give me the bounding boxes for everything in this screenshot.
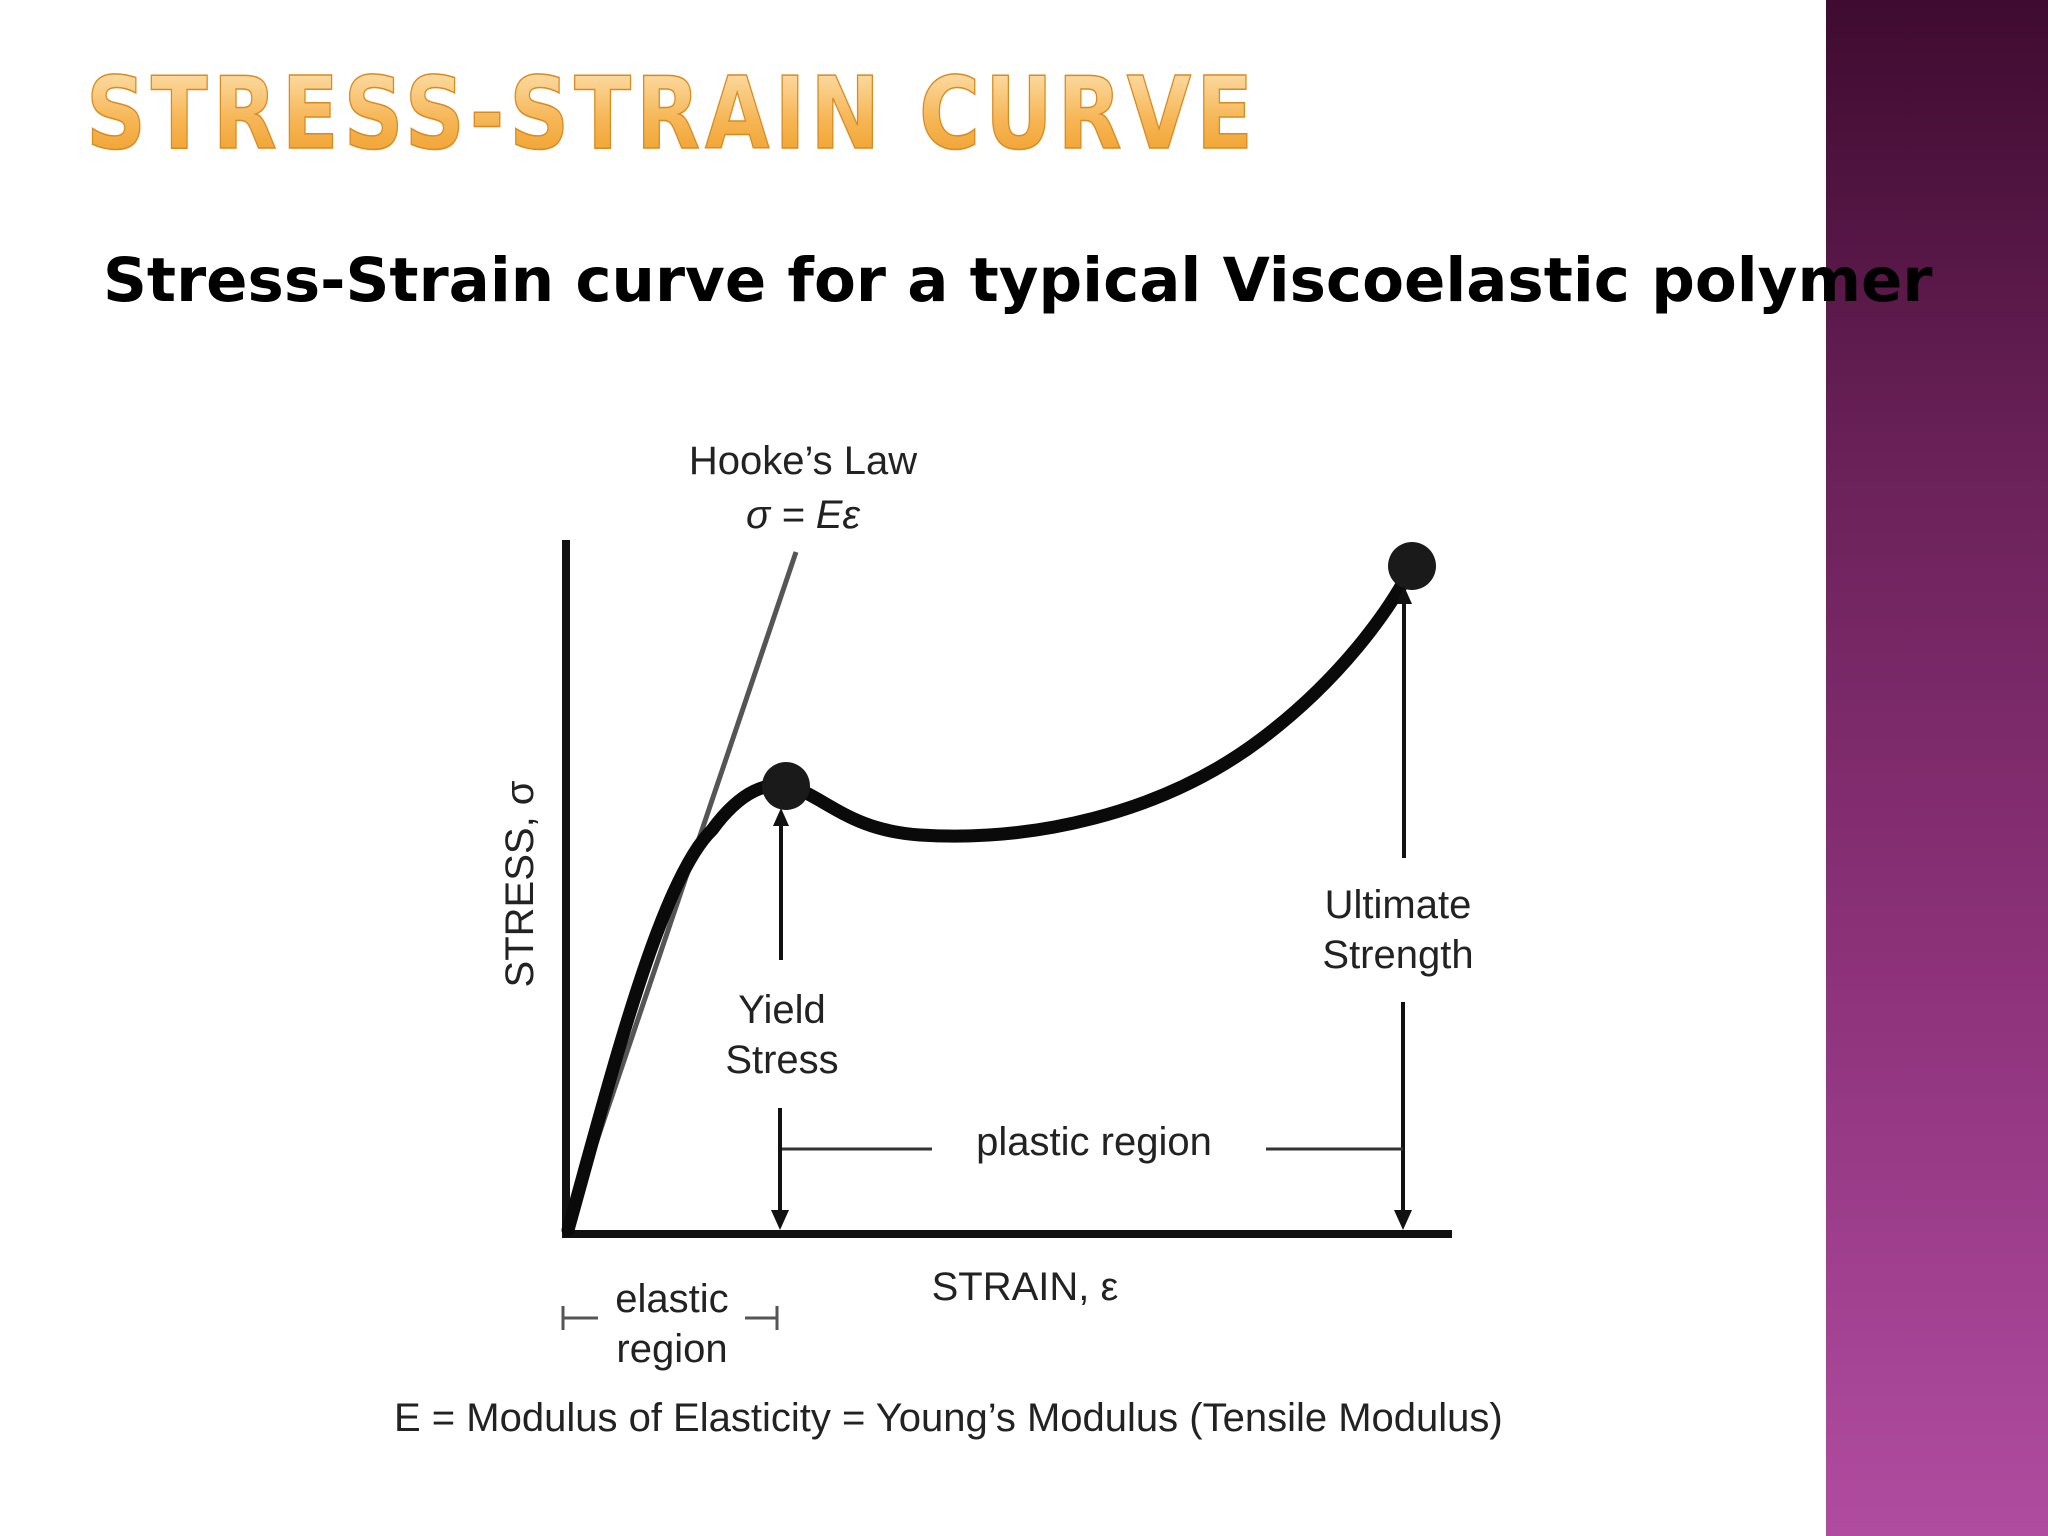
yield-arrow-down-head bbox=[771, 1210, 789, 1230]
ultimate-point-marker bbox=[1388, 542, 1436, 590]
elastic-region-line2: region bbox=[616, 1327, 727, 1371]
modulus-caption: E = Modulus of Elasticity = Young’s Modu… bbox=[394, 1396, 1503, 1440]
hookes-law-label: Hooke’s Law bbox=[689, 439, 917, 483]
yield-point-marker bbox=[762, 762, 810, 810]
plastic-region-label: plastic region bbox=[976, 1120, 1212, 1164]
slide-title: STRESS-STRAIN CURVE bbox=[86, 55, 1258, 172]
y-axis-label: STRESS, σ bbox=[498, 780, 542, 987]
yield-label-line2: Stress bbox=[725, 1038, 838, 1082]
ultimate-arrow-down-head bbox=[1394, 1210, 1412, 1230]
ultimate-label-line2: Strength bbox=[1322, 933, 1473, 977]
slide-title-svg: STRESS-STRAIN CURVE bbox=[85, 54, 1258, 173]
slide-subtitle: Stress-Strain curve for a typical Viscoe… bbox=[103, 245, 1933, 316]
side-decoration-band bbox=[1826, 0, 2048, 1536]
yield-arrow-up-head bbox=[773, 808, 789, 826]
yield-label-line1: Yield bbox=[738, 988, 825, 1032]
slide-title-wrapper: STRESS-STRAIN CURVE bbox=[85, 40, 1786, 180]
x-axis-label: STRAIN, ε bbox=[932, 1265, 1119, 1309]
stress-strain-diagram: Hooke’s Law σ = Eε STRESS, σ Yield Stres… bbox=[394, 439, 1503, 1440]
hookes-law-equation: σ = Eε bbox=[746, 493, 861, 537]
ultimate-label-line1: Ultimate bbox=[1325, 883, 1472, 927]
ultimate-arrow-up-head bbox=[1396, 586, 1412, 604]
elastic-region-line1: elastic bbox=[615, 1277, 728, 1321]
stress-strain-curve bbox=[561, 559, 1419, 1237]
